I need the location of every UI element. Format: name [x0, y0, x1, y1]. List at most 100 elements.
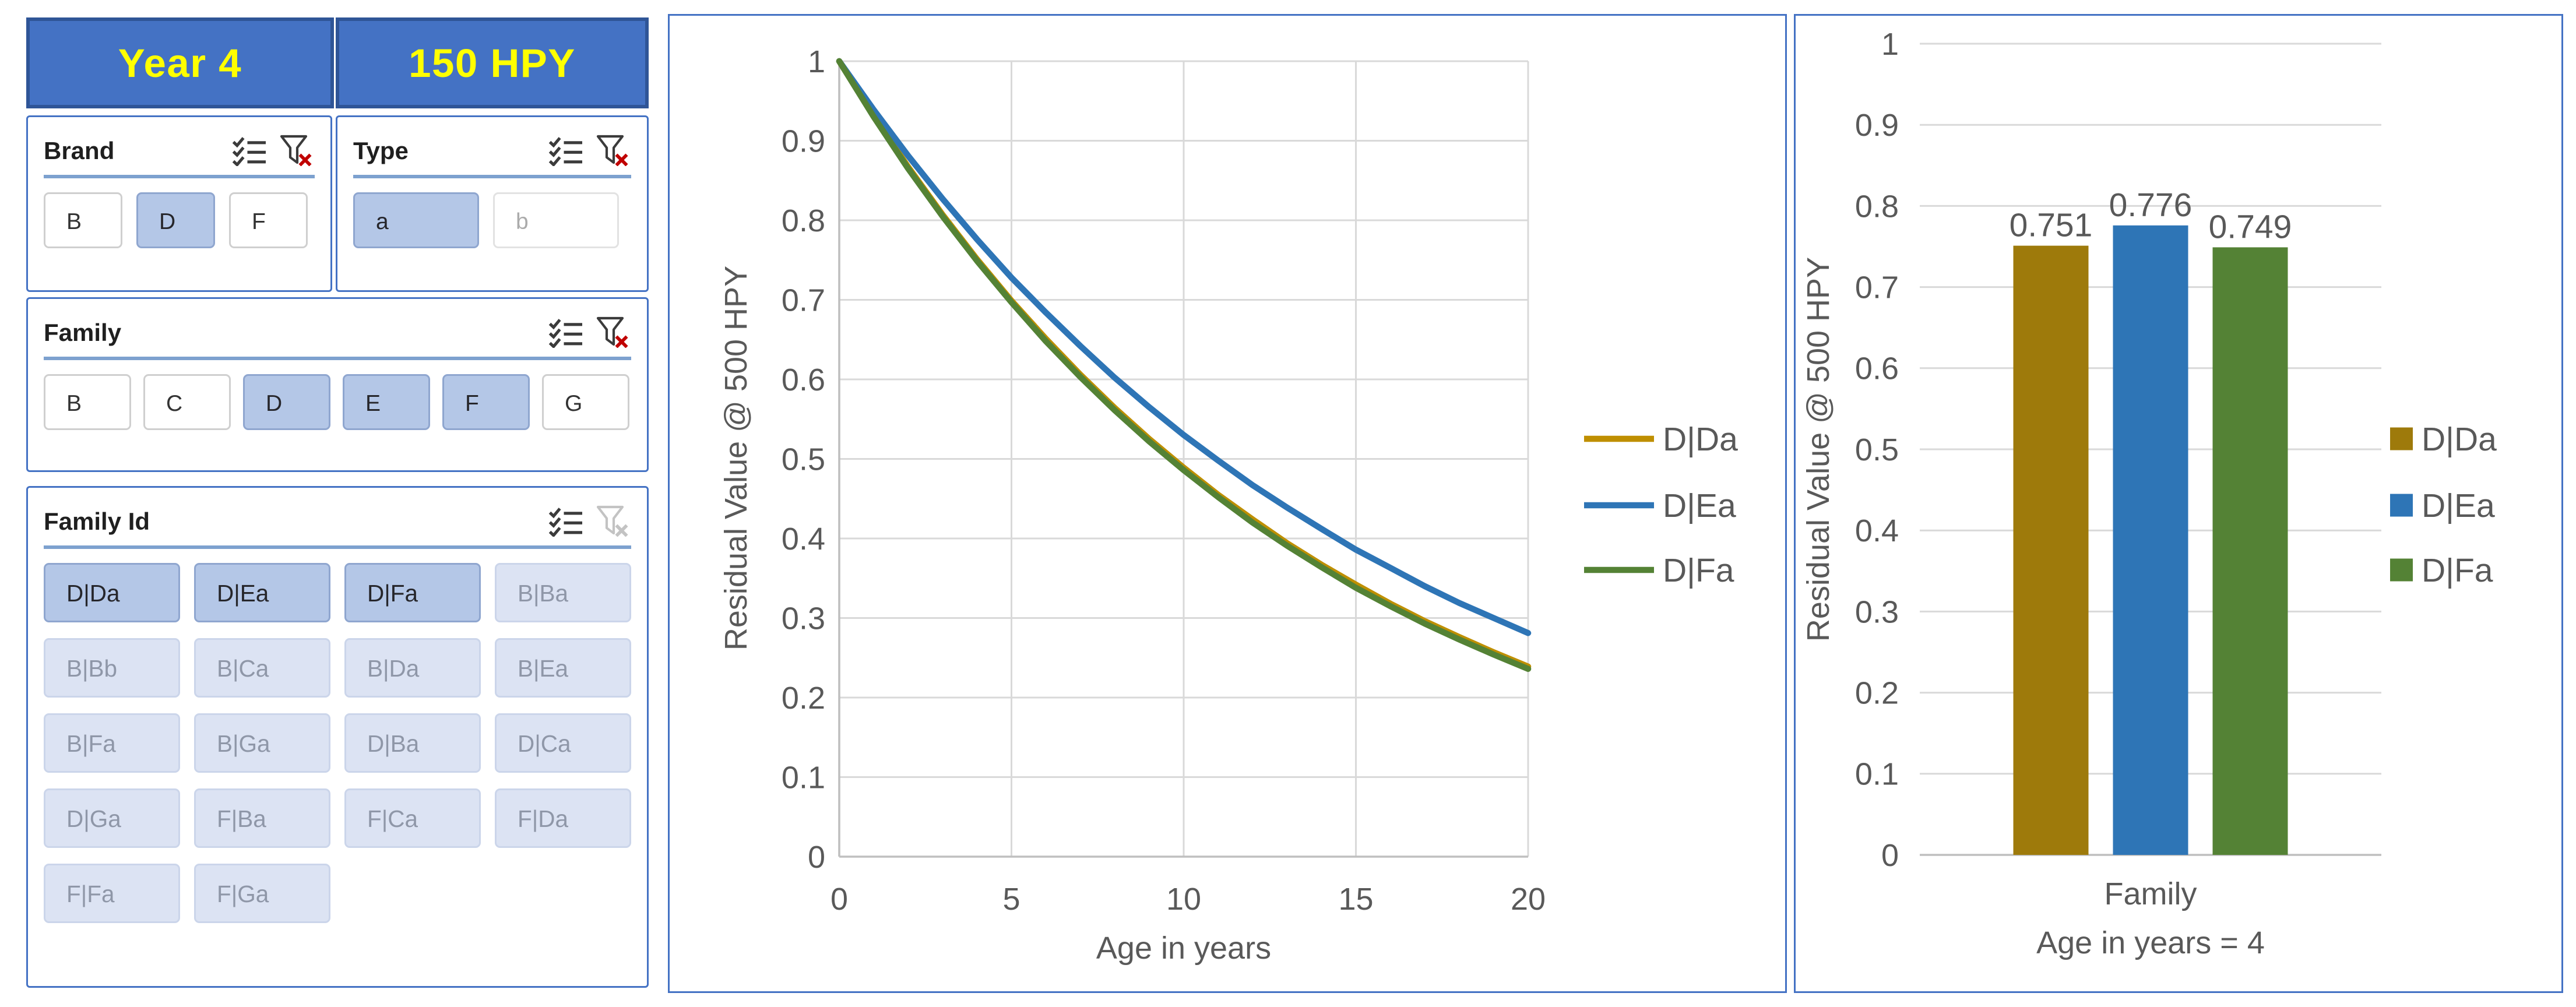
slicer-item-F-Da[interactable]: F|Da [495, 788, 631, 848]
y-tick-label: 0.2 [782, 681, 825, 716]
y-axis-title: Residual Value @ 500 HPY [719, 266, 754, 650]
multi-select-icon[interactable] [231, 136, 268, 166]
slicer-item-F-Ga[interactable]: F|Ga [194, 864, 330, 923]
slicer-item-C[interactable]: C [143, 374, 231, 430]
x-tick-label: 20 [1511, 882, 1546, 917]
bar-D-Fa [2212, 247, 2288, 855]
x-tick-label: 5 [1002, 882, 1020, 917]
legend-label: D|Da [1663, 421, 1738, 458]
slicer-item-B-Ea[interactable]: B|Ea [495, 638, 631, 698]
y-tick-label: 0.7 [1855, 270, 1899, 305]
legend-swatch-D-Ea [2390, 494, 2413, 517]
y-tick-label: 0.6 [1855, 351, 1899, 386]
y-tick-label: 0.4 [782, 522, 825, 557]
slicer-separator [44, 175, 315, 178]
slicer-item-B-Ca[interactable]: B|Ca [194, 638, 330, 698]
y-tick-label: 0 [1881, 838, 1899, 873]
slicer-item-D-Ba[interactable]: D|Ba [344, 713, 481, 773]
y-tick-label: 0.7 [782, 283, 825, 318]
slicer-item-B[interactable]: B [44, 374, 131, 430]
slicer-separator [44, 545, 631, 549]
slicer-item-B-Bb[interactable]: B|Bb [44, 638, 180, 698]
slicer-item-E[interactable]: E [343, 374, 430, 430]
family-id-slicer-icons [547, 505, 631, 537]
slicer-item-D[interactable]: D [243, 374, 330, 430]
slicer-item-b[interactable]: b [493, 192, 619, 248]
y-tick-label: 0.3 [1855, 594, 1899, 629]
hpy-header-cell: 150 HPY [336, 17, 649, 108]
series-line-D-Fa [836, 58, 1532, 672]
bar-D-Ea [2113, 225, 2188, 855]
y-axis-title: Residual Value @ 500 HPY [1801, 257, 1836, 642]
y-tick-label: 0.5 [1855, 432, 1899, 467]
x-axis-title: Age in years [1096, 931, 1271, 966]
multi-select-icon[interactable] [547, 318, 584, 347]
y-tick-label: 0.1 [782, 760, 825, 795]
slicer-item-F[interactable]: F [442, 374, 530, 430]
slicer-item-B-Ga[interactable]: B|Ga [194, 713, 330, 773]
legend-label: D|Fa [1663, 552, 1734, 589]
family-id-slicer-items: D|Da D|Ea D|Fa B|Ba B|Bb B|Ca B|Da B|Ea B|Fa B|Ga… [44, 563, 631, 923]
x-axis-title: Age in years = 4 [2036, 925, 2265, 960]
series-line-D-Ea [836, 58, 1532, 636]
y-tick-label: 0.9 [782, 124, 825, 159]
brand-slicer-title: Brand [44, 136, 115, 164]
legend-swatch-D-Da [2390, 427, 2413, 450]
slicer-item-D[interactable]: D [136, 192, 215, 248]
family-id-slicer-title: Family Id [44, 507, 150, 535]
slicer-item-B[interactable]: B [44, 192, 122, 248]
slicer-item-D-Fa[interactable]: D|Fa [344, 563, 481, 622]
y-tick-label: 0.4 [1855, 513, 1899, 548]
slicer-item-F[interactable]: F [229, 192, 308, 248]
slicer-item-D-Ga[interactable]: D|Ga [44, 788, 180, 848]
slicer-item-B-Ba[interactable]: B|Ba [495, 563, 631, 622]
line-chart-panel: 1 0.9 0.8 0.7 0.6 0.5 0.4 0.3 0.2 0.1 0 0 5 10 15 20 Age… [668, 14, 1787, 993]
y-tick-label: 0.9 [1855, 108, 1899, 143]
slicer-separator [44, 357, 631, 360]
y-tick-label: 0.1 [1855, 757, 1899, 792]
x-tick-label: 10 [1166, 882, 1201, 917]
slicer-item-F-Ca[interactable]: F|Ca [344, 788, 481, 848]
legend-label: D|Ea [2422, 487, 2495, 524]
bar-chart: 0.751 0.776 0.749 1 0.9 0.8 0.7 0.6 0.5 0.4 0.3 0.2… [1801, 27, 2497, 960]
y-tick-label: 1 [1881, 27, 1899, 62]
family-slicer-icons [547, 316, 631, 348]
line-chart: 1 0.9 0.8 0.7 0.6 0.5 0.4 0.3 0.2 0.1 00 5 10 15 20 Age… [719, 44, 1738, 966]
y-tick-label: 0.8 [1855, 189, 1899, 224]
slicer-item-D-Da[interactable]: D|Da [44, 563, 180, 622]
clear-filter-icon[interactable] [596, 135, 631, 166]
legend-label: D|Da [2422, 421, 2497, 458]
y-tick-label: 0.6 [782, 362, 825, 397]
bar-data-label: 0.776 [2109, 186, 2193, 224]
legend-label: D|Ea [1663, 487, 1736, 524]
multi-select-icon[interactable] [547, 506, 584, 536]
slicer-item-D-Ca[interactable]: D|Ca [495, 713, 631, 773]
bar-data-label: 0.751 [2010, 207, 2093, 244]
clear-filter-icon[interactable] [596, 505, 631, 537]
slicer-item-G[interactable]: G [542, 374, 629, 430]
legend-swatch-D-Fa [2390, 558, 2413, 582]
slicer-item-a[interactable]: a [353, 192, 479, 248]
slicer-item-D-Ea[interactable]: D|Ea [194, 563, 330, 622]
clear-filter-icon[interactable] [280, 135, 315, 166]
slicer-item-F-Fa[interactable]: F|Fa [44, 864, 180, 923]
family-slicer-title: Family [44, 318, 122, 346]
multi-select-icon[interactable] [547, 136, 584, 166]
gridlines [838, 60, 1529, 858]
y-tick-label: 0.8 [782, 203, 825, 238]
y-tick-label: 0 [808, 840, 825, 875]
bar-chart-panel: 0.751 0.776 0.749 1 0.9 0.8 0.7 0.6 0.5 0.4 0.3 0.2… [1794, 14, 2563, 993]
slicer-item-F-Ba[interactable]: F|Ba [194, 788, 330, 848]
clear-filter-icon[interactable] [596, 316, 631, 348]
y-tick-label: 0.2 [1855, 676, 1899, 711]
slicer-item-B-Da[interactable]: B|Da [344, 638, 481, 698]
legend-label: D|Fa [2422, 552, 2493, 589]
slicer-item-B-Fa[interactable]: B|Fa [44, 713, 180, 773]
y-tick-label: 1 [808, 44, 825, 79]
